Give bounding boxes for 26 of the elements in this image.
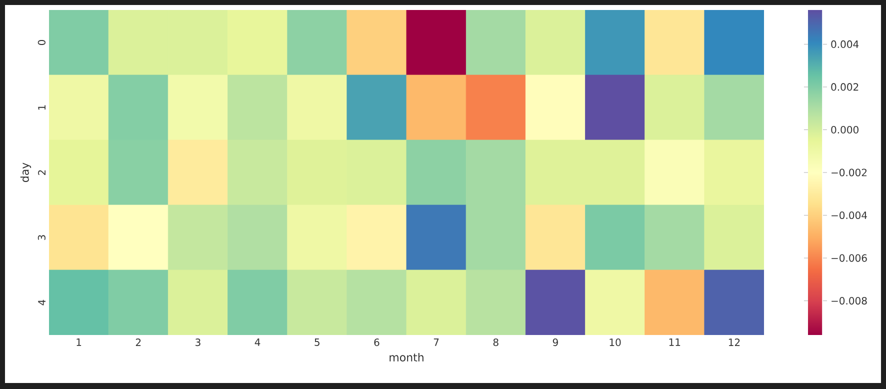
color-bar-label: 0.000 bbox=[831, 126, 858, 134]
x-tick-label: 7 bbox=[434, 338, 439, 346]
x-tick-label: 4 bbox=[254, 338, 260, 346]
y-tick-label: 3 bbox=[38, 235, 46, 240]
x-tick-label: 1 bbox=[76, 338, 82, 346]
x-tick-label: 11 bbox=[669, 338, 680, 346]
y-tick-label: 4 bbox=[38, 300, 46, 306]
x-tick-label: 9 bbox=[552, 338, 558, 346]
x-tick-label: 6 bbox=[374, 338, 380, 346]
color-bar-label: −0.002 bbox=[832, 168, 867, 176]
color-bar-label: 0.004 bbox=[831, 40, 859, 48]
y-tick-label: 0 bbox=[38, 40, 46, 46]
y-tick-label: 2 bbox=[38, 170, 46, 175]
color-bar-label: −0.008 bbox=[832, 297, 867, 305]
color-bar-label: −0.006 bbox=[832, 254, 867, 262]
y-axis-title: day bbox=[20, 162, 32, 182]
x-tick-label: 2 bbox=[136, 338, 141, 346]
x-tick-label: 5 bbox=[314, 338, 320, 346]
color-bar-label: 0.002 bbox=[831, 83, 858, 91]
x-tick-label: 12 bbox=[728, 338, 740, 346]
x-tick-label: 8 bbox=[493, 338, 498, 346]
x-tick-label: 10 bbox=[610, 338, 621, 346]
color-bar-label: −0.004 bbox=[832, 211, 867, 220]
y-tick-label: 1 bbox=[38, 105, 46, 110]
x-axis-title: month bbox=[390, 352, 424, 362]
x-tick-label: 3 bbox=[196, 338, 200, 346]
